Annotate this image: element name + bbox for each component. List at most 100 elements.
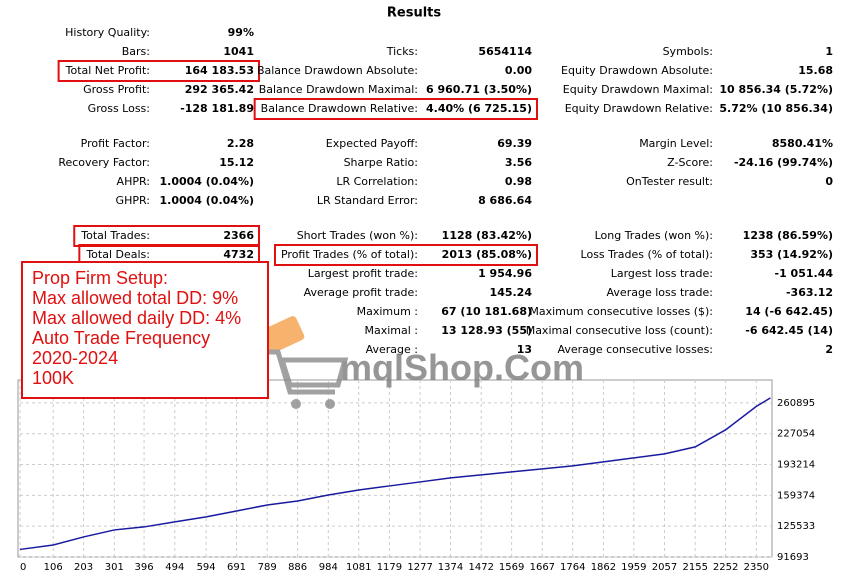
stat-value: 145.24 xyxy=(490,286,533,299)
stat-label: Balance Drawdown Maximal: xyxy=(259,83,418,96)
stat-label: Largest loss trade: xyxy=(611,267,713,280)
stat-value: 10 856.34 (5.72%) xyxy=(719,83,833,96)
x-tick-label: 301 xyxy=(105,562,124,573)
stat-label: Equity Drawdown Maximal: xyxy=(563,83,713,96)
stat-value: -128 181.89 xyxy=(180,102,254,115)
watermark-wheel xyxy=(325,399,335,409)
stat-label: Equity Drawdown Relative: xyxy=(565,102,713,115)
annotation-line: Max allowed daily DD: 4% xyxy=(32,308,241,328)
stat-value: 1128 (83.42%) xyxy=(442,229,532,242)
stat-label: Z-Score: xyxy=(667,156,713,169)
annotation-line: Auto Trade Frequency xyxy=(32,328,210,348)
stat-label: Total Deals: xyxy=(85,248,150,261)
equity-chart: 91693 125533 159374 193214 227054 260895 0 106 2… xyxy=(17,379,815,573)
stat-label: Maximal : xyxy=(364,324,418,337)
y-tick-label: 125533 xyxy=(777,521,815,532)
annotation-line: Prop Firm Setup: xyxy=(32,268,168,288)
x-tick-label: 203 xyxy=(74,562,93,573)
x-tick-label: 1374 xyxy=(438,562,463,573)
watermark-cart-basket xyxy=(278,357,349,388)
x-tick-label: 1472 xyxy=(469,562,494,573)
annotation: Prop Firm Setup:Max allowed total DD: 9%… xyxy=(21,261,269,399)
stat-value: -24.16 (99.74%) xyxy=(734,156,833,169)
stat-value: 67 (10 181.68) xyxy=(441,305,532,318)
stat-label: History Quality: xyxy=(65,26,150,39)
stat-label: Average loss trade: xyxy=(607,286,713,299)
stat-value: 2.28 xyxy=(227,137,254,150)
x-tick-label: 1179 xyxy=(377,562,402,573)
stat-value: 3.56 xyxy=(505,156,532,169)
stat-value: 292 365.42 xyxy=(185,83,254,96)
y-tick-label: 91693 xyxy=(777,552,809,563)
stat-label: Long Trades (won %): xyxy=(595,229,713,242)
stat-label: Profit Trades (% of total): xyxy=(281,248,418,261)
stat-value: 14 (-6 642.45) xyxy=(745,305,833,318)
x-tick-label: 1862 xyxy=(591,562,616,573)
stat-label: GHPR: xyxy=(116,194,150,207)
stat-value: 1 xyxy=(825,45,833,58)
stat-value: 2 xyxy=(825,343,833,356)
annotation-line: Max allowed total DD: 9% xyxy=(32,288,238,308)
stat-label: Recovery Factor: xyxy=(58,156,150,169)
stat-label: Sharpe Ratio: xyxy=(344,156,418,169)
stat-value: 15.12 xyxy=(219,156,254,169)
report-title: Results xyxy=(387,6,441,21)
watermark-tag xyxy=(259,316,305,354)
y-tick-label: 260895 xyxy=(777,398,815,409)
stat-value: 1041 xyxy=(223,45,254,58)
stat-label: OnTester result: xyxy=(626,175,713,188)
stat-label: Profit Factor: xyxy=(81,137,150,150)
x-tick-label: 0 xyxy=(20,562,26,573)
watermark: mqlShop.Com xyxy=(259,316,584,409)
stat-value: -6 642.45 (14) xyxy=(745,324,833,337)
x-tick-label: 1764 xyxy=(560,562,585,573)
stat-value: 5.72% (10 856.34) xyxy=(719,102,833,115)
stat-label: Average : xyxy=(366,343,418,356)
x-tick-label: 2350 xyxy=(744,562,769,573)
y-tick-label: 227054 xyxy=(777,429,815,440)
watermark-text: mqlShop.Com xyxy=(340,347,584,388)
stat-value: 6 960.71 (3.50%) xyxy=(426,83,532,96)
y-tick-label: 193214 xyxy=(777,460,815,471)
stat-value: 0 xyxy=(825,175,833,188)
stat-value: 1238 (86.59%) xyxy=(743,229,833,242)
x-tick-label: 789 xyxy=(258,562,277,573)
highlight-box xyxy=(253,98,538,120)
x-tick-label: 2155 xyxy=(683,562,708,573)
highlight-box xyxy=(57,60,260,82)
stat-value: 2013 (85.08%) xyxy=(442,248,532,261)
y-tick-label: 159374 xyxy=(777,490,815,501)
stat-label: Average profit trade: xyxy=(304,286,418,299)
annotation-line: 100K xyxy=(32,368,74,388)
watermark-wheel xyxy=(291,399,301,409)
stat-value: 15.68 xyxy=(798,64,833,77)
stat-label: Short Trades (won %): xyxy=(297,229,418,242)
x-tick-label: 1277 xyxy=(407,562,432,573)
x-tick-label: 1667 xyxy=(530,562,555,573)
stat-label: Expected Payoff: xyxy=(326,137,418,150)
stat-value: 164 183.53 xyxy=(185,64,254,77)
stat-label: Gross Profit: xyxy=(83,83,150,96)
equity-line xyxy=(19,397,771,551)
annotation-box xyxy=(21,261,269,399)
x-tick-label: 1569 xyxy=(499,562,524,573)
annotation-line: 2020-2024 xyxy=(32,348,118,368)
stat-value: 0.00 xyxy=(505,64,532,77)
stat-value: -363.12 xyxy=(786,286,833,299)
chart-frame xyxy=(17,379,773,558)
stat-value: 69.39 xyxy=(497,137,532,150)
stat-label: Loss Trades (% of total): xyxy=(581,248,713,261)
x-tick-label: 886 xyxy=(288,562,307,573)
results-table: History Quality: 99% Bars: 1041 Total Net Pr… xyxy=(57,26,834,356)
stat-value: -1 051.44 xyxy=(775,267,834,280)
stat-value: 2366 xyxy=(223,229,254,242)
stat-value: 1.0004 (0.04%) xyxy=(160,194,255,207)
x-tick-label: 984 xyxy=(319,562,338,573)
stat-label: Total Net Profit: xyxy=(65,64,150,77)
stat-value: 0.98 xyxy=(505,175,532,188)
x-tick-label: 494 xyxy=(165,562,184,573)
x-tick-label: 594 xyxy=(197,562,216,573)
stat-label: LR Correlation: xyxy=(336,175,418,188)
stat-label: AHPR: xyxy=(117,175,150,188)
